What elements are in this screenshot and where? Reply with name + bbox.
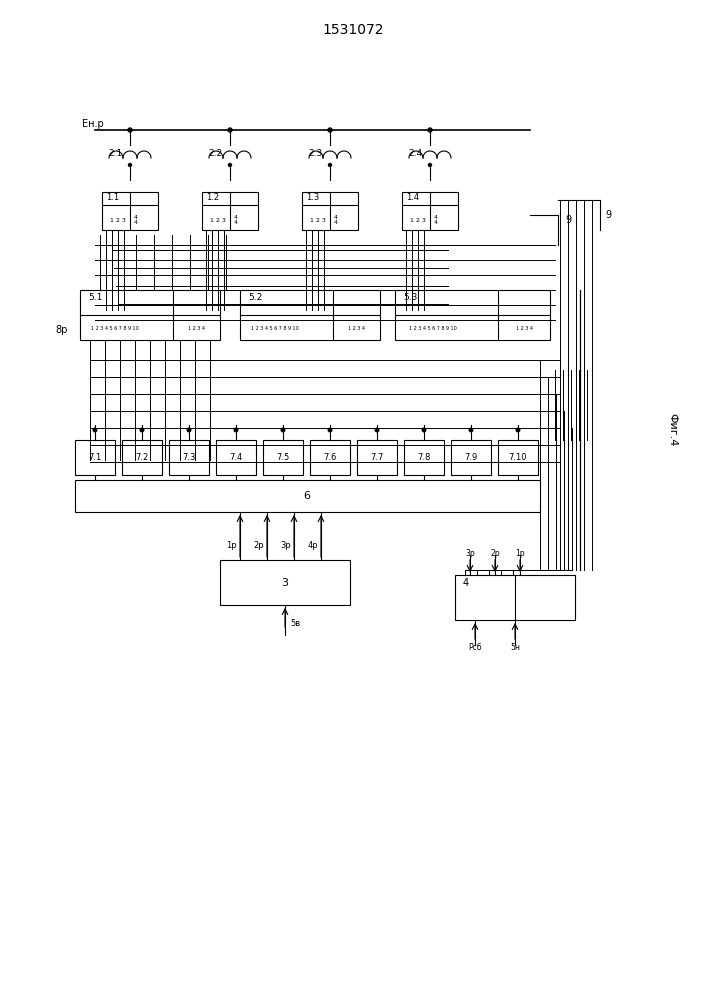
Bar [498, 440, 538, 475]
Circle shape [469, 428, 473, 432]
Text: 7.9: 7.9 [464, 454, 478, 462]
Text: 7.4: 7.4 [229, 454, 243, 462]
Text: 5.3: 5.3 [403, 294, 417, 302]
Text: 1р: 1р [515, 548, 525, 558]
Circle shape [187, 428, 191, 432]
Bar [310, 440, 350, 475]
Text: 2р: 2р [490, 548, 500, 558]
Text: 9: 9 [565, 215, 571, 225]
Text: 1.1: 1.1 [106, 194, 119, 202]
Circle shape [93, 428, 97, 432]
Bar [302, 192, 358, 230]
Circle shape [234, 428, 238, 432]
Text: 5.1: 5.1 [88, 294, 103, 302]
Text: 9: 9 [605, 210, 611, 220]
Text: 1 2 3 4 5 6 7 8 9 10: 1 2 3 4 5 6 7 8 9 10 [409, 326, 457, 330]
Text: 4р: 4р [308, 540, 318, 550]
Circle shape [129, 163, 132, 166]
Text: 7.6: 7.6 [323, 454, 337, 462]
Bar [451, 440, 491, 475]
Text: Eн.р: Eн.р [82, 119, 104, 129]
Text: 1 2 3 4 5 6 7 8 9 10: 1 2 3 4 5 6 7 8 9 10 [251, 326, 299, 330]
Text: 3р: 3р [465, 548, 475, 558]
Circle shape [428, 128, 432, 132]
Circle shape [428, 163, 431, 166]
Text: 1.2: 1.2 [206, 194, 219, 202]
Text: 1 2 3: 1 2 3 [210, 218, 226, 223]
Text: 3: 3 [281, 578, 288, 588]
Text: 1 2 3: 1 2 3 [410, 218, 426, 223]
Bar [357, 440, 397, 475]
Circle shape [328, 128, 332, 132]
Text: 4
4: 4 4 [234, 215, 238, 225]
Text: 7.1: 7.1 [88, 454, 102, 462]
Text: 1р: 1р [226, 540, 237, 550]
Circle shape [328, 428, 332, 432]
Text: 3р: 3р [280, 540, 291, 550]
Circle shape [516, 428, 520, 432]
Bar [240, 290, 380, 340]
Bar [402, 192, 458, 230]
Bar [75, 480, 540, 512]
Text: 5.2: 5.2 [248, 294, 262, 302]
Text: 6: 6 [303, 491, 310, 501]
Bar [220, 560, 350, 605]
Bar [202, 192, 258, 230]
Text: 2.3: 2.3 [308, 148, 322, 157]
Bar [102, 192, 158, 230]
Text: 4
4: 4 4 [434, 215, 438, 225]
Text: 7.8: 7.8 [417, 454, 431, 462]
Text: 4
4: 4 4 [134, 215, 138, 225]
Text: 1 2 3 4: 1 2 3 4 [515, 326, 532, 330]
Text: 7.5: 7.5 [276, 454, 290, 462]
Text: Рсб: Рсб [468, 644, 481, 652]
Text: 1 2 3 4 5 6 7 8 9 10: 1 2 3 4 5 6 7 8 9 10 [91, 326, 139, 330]
Circle shape [228, 128, 232, 132]
Circle shape [140, 428, 144, 432]
Text: 4: 4 [463, 578, 469, 588]
Text: Фиг.4: Фиг.4 [667, 413, 677, 447]
Text: 7.2: 7.2 [135, 454, 148, 462]
Bar [169, 440, 209, 475]
Circle shape [329, 163, 332, 166]
Text: 1 2 3: 1 2 3 [110, 218, 126, 223]
Bar [216, 440, 256, 475]
Text: 1 2 3 4: 1 2 3 4 [348, 326, 365, 330]
Text: 4
4: 4 4 [334, 215, 338, 225]
Text: 7.7: 7.7 [370, 454, 384, 462]
Text: 8р: 8р [56, 325, 68, 335]
Circle shape [281, 428, 285, 432]
Text: 7.10: 7.10 [509, 454, 527, 462]
Text: 1531072: 1531072 [322, 23, 384, 37]
Bar [75, 440, 115, 475]
Text: 1.3: 1.3 [306, 194, 320, 202]
Bar [395, 290, 550, 340]
Text: 2р: 2р [253, 540, 264, 550]
Circle shape [375, 428, 379, 432]
Text: 5в: 5в [290, 618, 300, 628]
Bar [80, 290, 220, 340]
Text: 1 2 3: 1 2 3 [310, 218, 326, 223]
Text: 2.1: 2.1 [108, 148, 122, 157]
Bar [122, 440, 162, 475]
Text: 1.4: 1.4 [406, 194, 419, 202]
Text: 2.4: 2.4 [408, 148, 422, 157]
Text: 5н: 5н [510, 644, 520, 652]
Text: 1 2 3 4: 1 2 3 4 [187, 326, 204, 330]
Bar [263, 440, 303, 475]
Bar [404, 440, 444, 475]
Circle shape [228, 163, 231, 166]
Circle shape [422, 428, 426, 432]
Bar [455, 575, 575, 620]
Circle shape [128, 128, 132, 132]
Text: 7.3: 7.3 [182, 454, 196, 462]
Text: 2.2: 2.2 [208, 148, 222, 157]
